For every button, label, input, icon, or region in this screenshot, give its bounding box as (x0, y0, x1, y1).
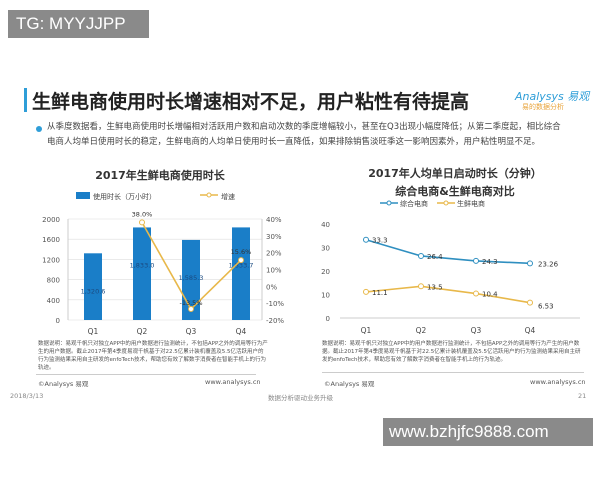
bullet-icon (36, 126, 42, 132)
legend-bar-label: 使用时长（万小时） (93, 192, 156, 201)
y-tick-label: 1200 (42, 256, 60, 264)
bar (232, 227, 250, 320)
title-accent-bar (24, 88, 27, 112)
growth-label: 15.6% (231, 248, 252, 256)
series-marker (527, 299, 533, 306)
chart1-url[interactable]: www.analysys.cn (205, 378, 261, 386)
point-label: 11.1 (372, 289, 388, 297)
chart2-subtitle: 综合电商&生鲜电商对比 (395, 185, 515, 198)
growth-marker (188, 306, 194, 313)
series-marker (363, 288, 369, 295)
point-label: 23.26 (538, 260, 559, 268)
y-tick-label: 30 (321, 245, 330, 253)
legend-fresh-marker (443, 200, 449, 206)
y-tick-label: 400 (47, 297, 60, 305)
growth-label: -13.5% (180, 299, 203, 307)
logo: Analysys 易观 (515, 90, 590, 103)
y-tick-label: 0 (326, 315, 330, 323)
point-label: 6.53 (538, 303, 554, 311)
chart1-source: ©Analysys 易观 (38, 380, 89, 388)
x-tick-label: Q1 (88, 327, 99, 336)
x-tick-label: Q3 (186, 327, 197, 336)
series-line (365, 285, 531, 304)
series-marker (527, 260, 533, 267)
bar (133, 227, 151, 320)
y-tick-label: 0 (56, 317, 60, 325)
footer-center: 数据分析驱动业务升级 (268, 394, 333, 402)
watermark-bottom: www.bzhjfc9888.com (383, 418, 593, 446)
point-label: 24.3 (482, 258, 498, 266)
footer-date: 2018/3/13 (10, 392, 44, 400)
x-tick-label: Q2 (416, 326, 427, 335)
x-tick-label: Q4 (525, 326, 536, 335)
point-label: 10.4 (482, 291, 498, 299)
y2-tick-label: -20% (266, 317, 284, 325)
legend-bar-swatch (76, 192, 90, 199)
y2-tick-label: 10% (266, 267, 282, 275)
bar (84, 253, 102, 320)
y-tick-label: 2000 (42, 216, 60, 224)
legend-line-label: 增速 (221, 192, 235, 201)
chart1-title: 2017年生鲜电商使用时长 (95, 169, 225, 182)
point-label: 26.4 (427, 253, 443, 261)
y2-tick-label: 0% (266, 283, 277, 291)
legend-fresh-label: 生鲜电商 (457, 199, 485, 208)
y-tick-label: 800 (47, 277, 60, 285)
y2-tick-label: 20% (266, 250, 282, 258)
logo-subtitle: 易的数据分析 (522, 103, 564, 111)
point-label: 33.3 (372, 237, 388, 245)
growth-label: 38.0% (132, 210, 153, 218)
chart2-source: ©Analysys 易观 (324, 380, 375, 388)
bar-label: 1,833.7 (229, 261, 254, 269)
y-tick-label: 20 (321, 268, 330, 276)
bar-label: 1,833.0 (130, 261, 155, 269)
y2-tick-label: 30% (266, 233, 282, 241)
divider (322, 372, 584, 373)
series-marker (473, 257, 479, 264)
bar-label: 1,585.3 (179, 274, 204, 282)
x-tick-label: Q2 (137, 327, 148, 336)
series-marker (418, 283, 424, 290)
growth-marker (238, 257, 244, 264)
legend-comprehensive-marker (386, 200, 392, 206)
chart2-title: 2017年人均单日启动时长（分钟） (368, 167, 542, 180)
summary-paragraph: 从季度数据看，生鲜电商使用时长增幅相对活跃用户数和启动次数的季度增幅较小，甚至在… (47, 122, 561, 147)
chart2-note: 数据说明：易观千帆只对独立APP中的用户数据进行监测统计，不包括APP之外的调用… (322, 341, 581, 363)
y-tick-label: 40 (321, 221, 330, 229)
y2-tick-label: 40% (266, 216, 282, 224)
series-marker (473, 290, 479, 297)
growth-marker (139, 219, 145, 226)
series-marker (418, 252, 424, 259)
watermark-top: TG: MYYJJPP (8, 10, 149, 38)
y-tick-label: 10 (321, 292, 330, 300)
legend-line-marker (206, 192, 212, 198)
y2-tick-label: -10% (266, 300, 284, 308)
point-label: 13.5 (427, 283, 443, 291)
chart1-note: 数据说明：易观千帆只对独立APP中的用户数据进行监测统计，不包括APP之外的调用… (38, 341, 268, 371)
x-tick-label: Q1 (361, 326, 372, 335)
page-title: 生鲜电商使用时长增速相对不足，用户粘性有待提高 (32, 91, 470, 113)
y-tick-label: 1600 (42, 236, 60, 244)
x-tick-label: Q3 (471, 326, 482, 335)
bar-label: 1,320.6 (81, 287, 106, 295)
page-number: 21 (578, 392, 587, 400)
legend-comprehensive-label: 综合电商 (400, 199, 428, 208)
divider (36, 374, 256, 375)
x-tick-label: Q4 (236, 327, 247, 336)
chart2-url[interactable]: www.analysys.cn (530, 378, 586, 386)
series-marker (363, 236, 369, 243)
series-line (365, 238, 531, 265)
